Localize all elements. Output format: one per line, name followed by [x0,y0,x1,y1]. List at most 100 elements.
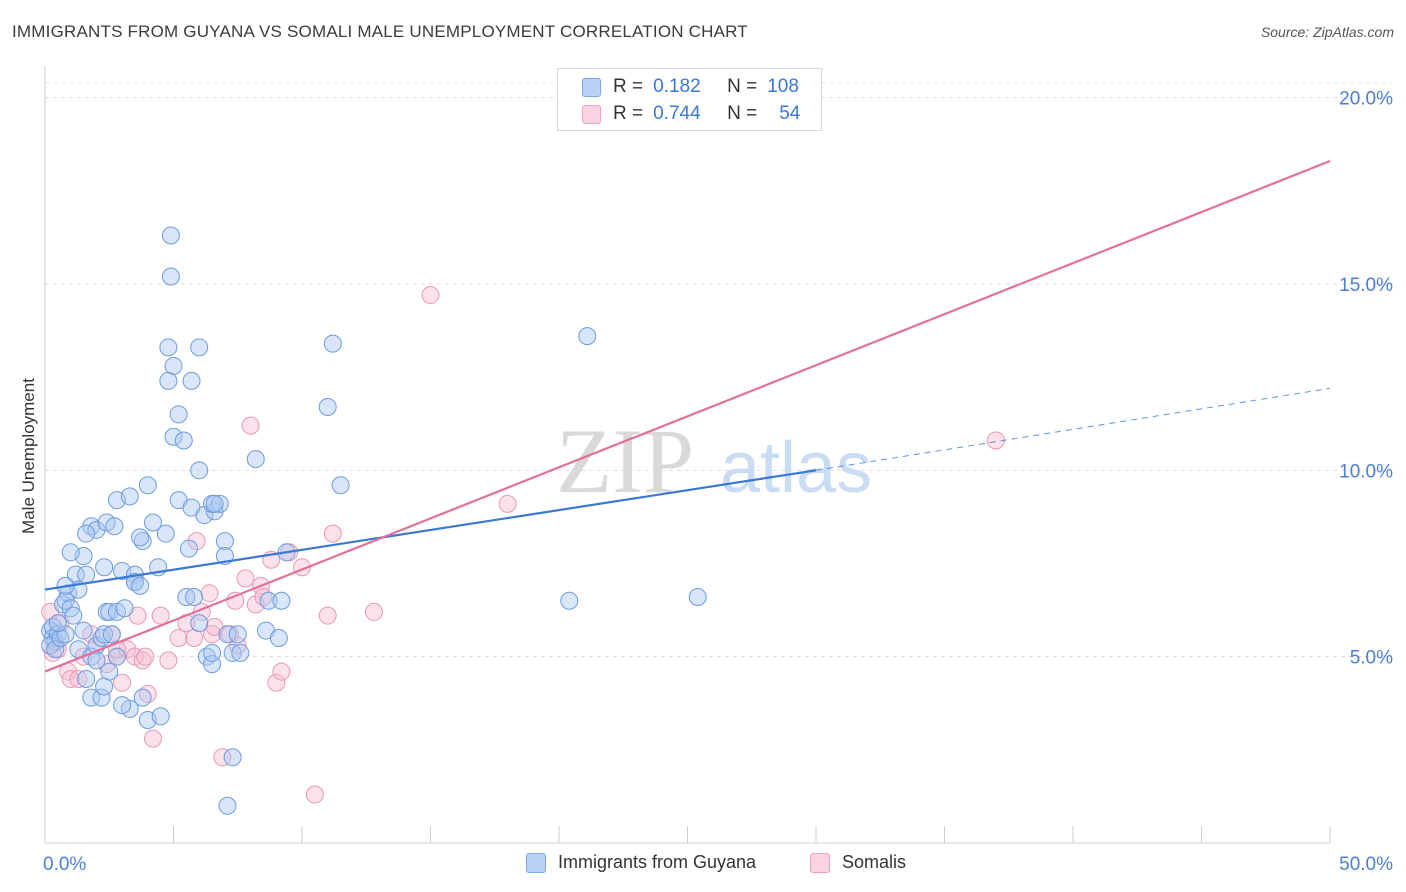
series-somalis-points [41,99,1005,804]
guyana-point [131,528,150,547]
guyana-point [105,517,124,536]
bottom-legend-swatch-blue [526,852,546,873]
legend-row-somalis: R = 0.744 N = 54 [582,103,800,125]
guyana-point [113,696,132,715]
guyana-point [218,796,237,815]
legend-box: R = 0.182 N = 108 R = 0.744 N = 54 [557,68,822,131]
guyana-point [95,558,114,577]
guyana-point [107,647,126,666]
guyana-point [190,461,209,480]
guyana-point [77,670,96,689]
guyana-point [131,576,150,595]
guyana-point [74,621,93,640]
somalis-point [151,606,170,625]
legend-swatch-pink [582,104,601,124]
guyana-point [177,588,196,607]
legend-n-value: 108 [767,76,799,97]
watermark: ZIP atlas [556,410,872,512]
somalis-point [267,673,286,692]
guyana-trend-extension [815,387,1331,471]
legend-r-value: 0.182 [653,76,701,97]
guyana-point [100,662,119,681]
somalis-point [61,670,80,689]
guyana-point [159,371,178,390]
trend-lines [44,159,1331,673]
guyana-point [179,539,198,558]
guyana-point [272,591,291,610]
x-tick-label: 0.0% [43,854,86,875]
guyana-point [48,614,67,633]
guyana-point [77,565,96,584]
guyana-point [133,688,152,707]
somalis-point [143,729,162,748]
somalis-point [213,748,232,767]
guyana-point [259,591,278,610]
guyana-point [46,640,65,659]
guyana-point [190,614,209,633]
somalis-trend-line [44,159,1331,673]
guyana-point [185,588,204,607]
guyana-point [205,494,224,513]
somalis-point [241,416,260,435]
somalis-point [159,651,178,670]
bottom-legend-swatch-pink [810,852,830,873]
guyana-point [92,688,111,707]
somalis-point [203,625,222,644]
bottom-legend-label: Immigrants from Guyana [558,852,757,872]
guyana-point [61,599,80,618]
guyana-point [323,334,342,353]
guyana-point [120,487,139,506]
legend-n-label: N = [727,76,758,97]
guyana-point [223,643,242,662]
guyana-point [66,565,85,584]
watermark-atlas: atlas [720,428,872,508]
source-label: Source: ZipAtlas.com [1260,24,1394,40]
bottom-legend-somalis: Somalis [810,852,906,873]
somalis-point [169,629,188,648]
guyana-point [77,524,96,543]
guyana-point [61,543,80,562]
somalis-point [200,584,219,603]
guyana-point [159,338,178,357]
y-tick-label: 15.0% [1339,275,1393,296]
somalis-point [305,785,324,804]
y-tick-label: 5.0% [1350,648,1393,669]
somalis-point [323,524,342,543]
somalis-point [187,532,206,551]
guyana-point [688,588,707,607]
guyana-point [143,513,162,532]
guyana-point [115,599,134,618]
guyana-point [560,591,579,610]
y-tick-label: 20.0% [1339,89,1393,110]
guyana-point [87,520,106,539]
legend-r-label: R = [613,76,644,97]
guyana-point [161,226,180,245]
axes [44,66,1331,844]
guyana-point [318,397,337,416]
somalis-point [421,286,440,305]
legend-n-value: 54 [779,103,801,124]
legend-r-label: R = [613,103,644,124]
guyana-point [231,643,250,662]
guyana-point [578,327,597,346]
guyana-point [246,450,265,469]
somalis-point [272,662,291,681]
guyana-point [215,532,234,551]
bottom-legend: Immigrants from Guyana Somalis [0,852,1406,876]
somalis-point [118,640,137,659]
guyana-point [169,405,188,424]
guyana-point [210,494,229,513]
guyana-point [203,643,222,662]
guyana-point [95,625,114,644]
guyana-point [190,338,209,357]
y-tick-label: 10.0% [1339,461,1393,482]
guyana-point [59,584,78,603]
watermark-zip: ZIP [556,410,694,512]
guyana-point [174,431,193,450]
bottom-legend-guyana: Immigrants from Guyana [526,852,756,873]
guyana-point [228,625,247,644]
guyana-point [161,267,180,286]
guyana-point [138,476,157,495]
guyana-point [151,707,170,726]
